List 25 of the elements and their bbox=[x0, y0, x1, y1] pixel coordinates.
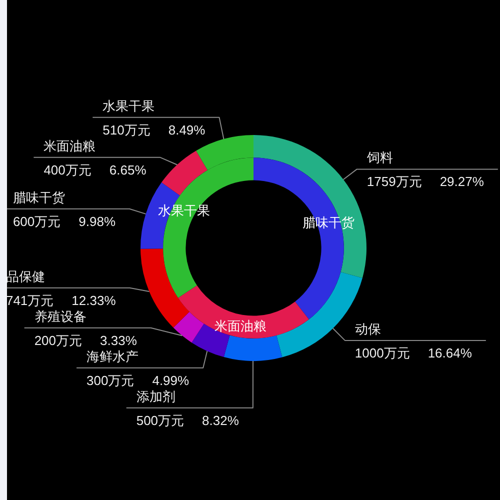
slice-label: 水果干果 bbox=[158, 203, 210, 218]
text: 400万元 6.65% bbox=[44, 162, 146, 178]
text: 300万元 4.99% bbox=[86, 372, 190, 388]
text: 1000万元 16.64% bbox=[354, 345, 472, 360]
slice-label: 米面油粮 bbox=[44, 138, 96, 154]
donut-slice bbox=[173, 312, 204, 343]
slice-label: 腊味干货 bbox=[12, 190, 65, 205]
text: 500万元 8.32% bbox=[136, 412, 239, 428]
text: 510万元 8.49% bbox=[102, 122, 206, 138]
slice-label: 养殖设备 bbox=[34, 308, 86, 324]
text: 741万元 12.33% bbox=[6, 292, 116, 308]
slice-label: 米面油粮 bbox=[214, 318, 267, 334]
donut-slice bbox=[140, 248, 190, 328]
donut-slice bbox=[178, 285, 309, 338]
donut-slice bbox=[254, 135, 366, 278]
text: 1759万元 29.27% bbox=[366, 174, 484, 190]
slice-label: 动保 bbox=[354, 321, 381, 336]
slice-label: 海鲜水产 bbox=[86, 348, 139, 364]
slice-label: 水果干果 bbox=[102, 98, 155, 114]
text: 200万元 3.33% bbox=[34, 332, 137, 348]
slice-label: 饲料 bbox=[366, 150, 393, 166]
donut-slice bbox=[224, 335, 282, 361]
donut-slice bbox=[162, 150, 208, 196]
text: 600万元 9.98% bbox=[12, 214, 116, 229]
slice-label: 添加剂 bbox=[136, 388, 176, 404]
